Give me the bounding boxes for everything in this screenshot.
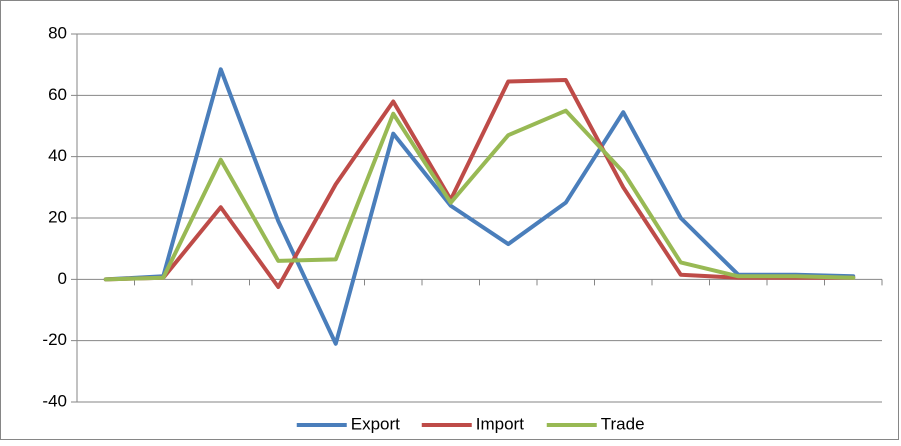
series-line: [103, 67, 856, 346]
y-tick-label: -20: [42, 330, 67, 349]
series-line: [103, 108, 856, 282]
legend-label: Import: [476, 414, 524, 433]
y-tick-label: -40: [42, 391, 67, 410]
y-tick-label: 80: [48, 23, 67, 42]
y-tick-label: 60: [48, 85, 67, 104]
legend-label: Export: [351, 414, 400, 433]
y-tick-label: 0: [58, 269, 67, 288]
y-tick-label: 40: [48, 146, 67, 165]
legend-label: Trade: [601, 414, 645, 433]
series-line: [103, 78, 856, 289]
y-tick-label: 20: [48, 207, 67, 226]
